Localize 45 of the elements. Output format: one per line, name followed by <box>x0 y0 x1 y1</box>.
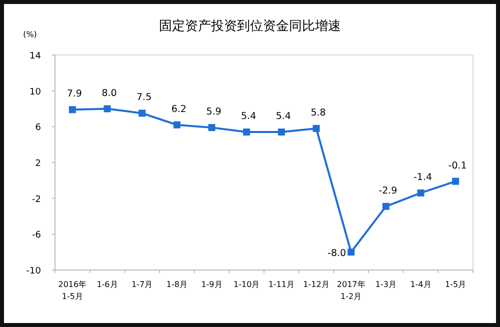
y-tick-label: -2 <box>32 194 41 205</box>
point <box>417 189 424 196</box>
data-label: 5.4 <box>276 111 291 122</box>
y-tick-label: 6 <box>35 123 42 134</box>
point <box>382 202 390 210</box>
x-tick-label: 1-7月 <box>132 280 153 289</box>
point <box>278 128 285 136</box>
x-tick-label: 1-9月 <box>201 280 222 289</box>
y-tick-label: 14 <box>30 52 42 62</box>
point <box>68 106 76 114</box>
data-label: 5.9 <box>206 106 222 118</box>
chart-title: 固定资产投资到位资金同比增速 <box>159 19 341 34</box>
data-label: -1.4 <box>413 172 432 183</box>
data-label: 6.2 <box>171 104 186 115</box>
data-label: -8.0 <box>328 248 346 260</box>
x-tick-label: 1-3月 <box>375 280 396 289</box>
point <box>243 128 250 136</box>
point <box>312 124 320 132</box>
x-tick-label: 1-12月 <box>303 280 330 289</box>
y-tick-label: -10 <box>26 266 42 276</box>
x-tick-label: 1-4月 <box>410 280 432 289</box>
x-tick-label: 1-8月 <box>166 280 188 289</box>
data-label: -0.1 <box>448 160 467 172</box>
x-tick-label: 2016年 1-5月 <box>58 280 87 301</box>
point <box>452 178 460 185</box>
y-tick-label: 2 <box>35 159 41 169</box>
y-axis-title: (%) <box>23 30 37 39</box>
point <box>104 105 111 112</box>
x-tick-label: 1-10月 <box>234 280 260 289</box>
point <box>173 121 180 128</box>
point <box>208 124 216 132</box>
data-label: 5.4 <box>241 111 256 122</box>
point <box>348 248 355 256</box>
data-label: 8.0 <box>102 88 117 99</box>
data-label: -2.9 <box>378 185 398 196</box>
point <box>138 110 146 117</box>
y-tick-label: 10 <box>30 87 42 98</box>
x-tick-label: 1-6月 <box>96 280 118 289</box>
y-tick-label: -6 <box>32 230 42 241</box>
x-tick-label: 1-5月 <box>445 280 466 289</box>
data-label: 5.8 <box>310 107 326 118</box>
x-tick-label: 1-11月 <box>268 280 294 289</box>
data-label: 7.5 <box>136 92 152 104</box>
x-tick-label: 2017年 1-2月 <box>336 280 366 301</box>
data-label: 7.9 <box>66 88 82 100</box>
